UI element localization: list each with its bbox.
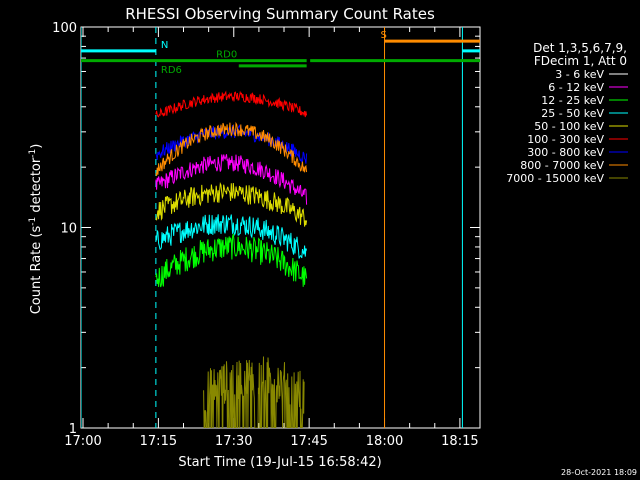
status-bar-label-s: S bbox=[381, 30, 387, 41]
x-tick-label: 17:30 bbox=[215, 434, 252, 449]
legend-entry-label: 50 - 100 keV bbox=[534, 120, 604, 133]
timestamp: 28-Oct-2021 18:09 bbox=[561, 468, 637, 477]
y-axis-label-end: ) bbox=[29, 144, 44, 149]
legend-entry-label: 100 - 300 keV bbox=[527, 133, 604, 146]
series-line bbox=[155, 154, 308, 205]
axes-frame bbox=[80, 26, 481, 429]
x-axis-label: Start Time (19-Jul-15 16:58:42) bbox=[178, 455, 381, 470]
y-axis-label-sup2: -1 bbox=[28, 149, 38, 158]
legend-header: Det 1,3,5,6,7,9, bbox=[533, 41, 627, 55]
y-axis-label-sup1: -1 bbox=[28, 217, 38, 226]
y-tick-label: 100 bbox=[52, 21, 77, 36]
series-line bbox=[155, 121, 308, 177]
legend-header: FDecim 1, Att 0 bbox=[534, 54, 627, 68]
series-line bbox=[155, 233, 308, 288]
status-bar-label-rd0: RD0 bbox=[216, 50, 237, 61]
legend-entry-label: 25 - 50 keV bbox=[541, 107, 604, 120]
series-line bbox=[155, 90, 308, 118]
legend-entry-label: 800 - 7000 keV bbox=[520, 159, 604, 172]
y-axis-label-mid: detector bbox=[29, 157, 44, 217]
legend: Det 1,3,5,6,7,9,FDecim 1, Att 03 - 6 keV… bbox=[506, 41, 628, 185]
series-line bbox=[155, 182, 308, 227]
status-bar-label-n: N bbox=[161, 40, 168, 51]
y-axis-label-main: Count Rate (s bbox=[29, 226, 44, 315]
legend-entry-label: 3 - 6 keV bbox=[555, 68, 604, 81]
plot-area: 1 10 100 17:00 17:15 17:30 17:45 18:00 18:15 N S RD… bbox=[52, 21, 481, 449]
x-tick-label: 18:00 bbox=[366, 434, 403, 449]
legend-entry-label: 6 - 12 keV bbox=[548, 81, 604, 94]
series-line bbox=[203, 356, 305, 428]
y-tick-label: 1 bbox=[69, 422, 77, 437]
chart-title: RHESSI Observing Summary Count Rates bbox=[125, 5, 435, 23]
legend-entry-label: 300 - 800 keV bbox=[527, 146, 604, 159]
x-tick-label: 17:45 bbox=[290, 434, 327, 449]
x-tick-label: 18:15 bbox=[441, 434, 478, 449]
series-line bbox=[155, 214, 308, 259]
x-tick-label: 17:15 bbox=[140, 434, 177, 449]
legend-entry-label: 7000 - 15000 keV bbox=[506, 172, 604, 185]
y-axis-label: Count Rate (s-1 detector-1) bbox=[28, 144, 44, 315]
status-bar-label-rd6: RD6 bbox=[161, 65, 182, 76]
plot-content: N S RD0 RD6 bbox=[81, 27, 480, 428]
x-tick-label: 17:00 bbox=[64, 434, 101, 449]
y-tick-label: 10 bbox=[60, 222, 77, 237]
legend-entry-label: 12 - 25 keV bbox=[541, 94, 604, 107]
